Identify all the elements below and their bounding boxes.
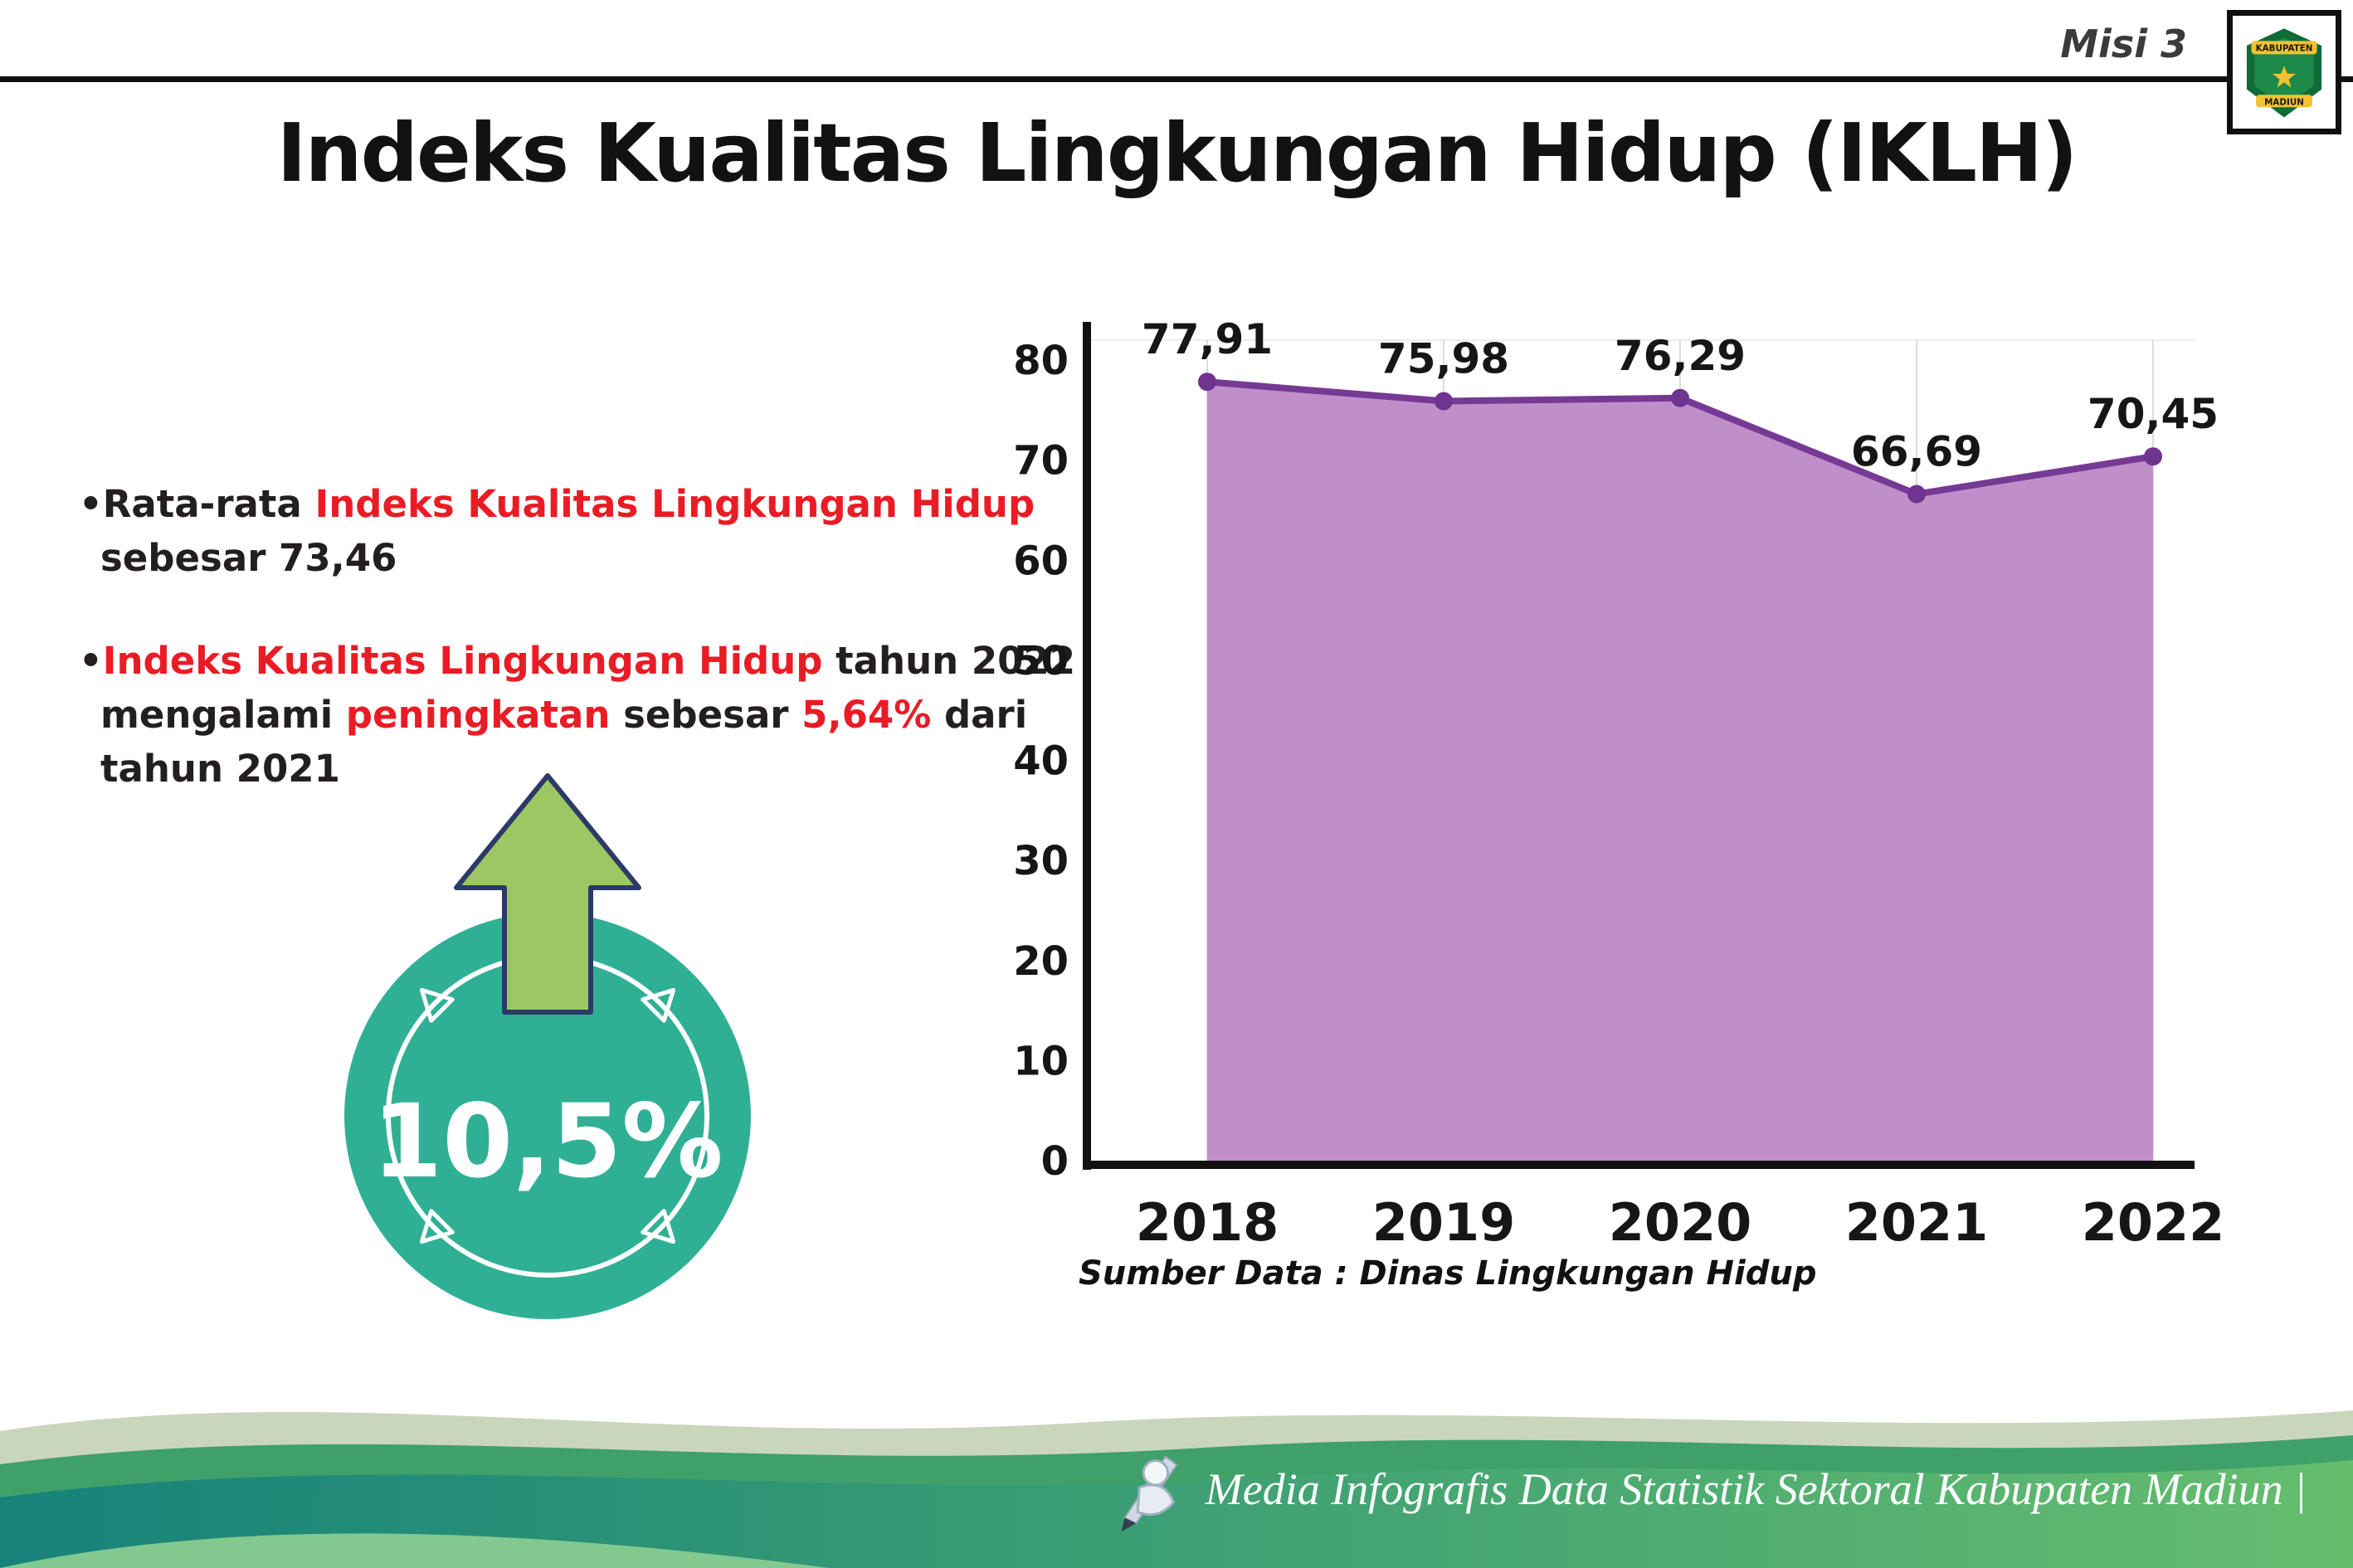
body-text: sebesar bbox=[610, 692, 802, 737]
up-arrow-icon bbox=[454, 773, 641, 1015]
iklh-area-chart: 77,91 75,98 76,29 66,69 70,45 0 10 20 30 40 50 60 70… bbox=[1013, 315, 2225, 1253]
bullet-list: •Rata-rata Indeks Kualitas Lingkungan Hi… bbox=[79, 477, 1099, 796]
footer-credit: Media Infografis Data Statistik Sektoral… bbox=[1106, 1439, 2307, 1539]
x-tick-label: 2022 bbox=[2082, 1192, 2225, 1253]
y-axis bbox=[1083, 322, 1091, 1170]
value-label: 77,91 bbox=[1142, 315, 1273, 363]
ring-triangle-ne bbox=[641, 987, 676, 1023]
mascot-body bbox=[1136, 1483, 1175, 1516]
footer-waves-graphic bbox=[0, 1410, 2353, 1568]
y-tick-label: 10 bbox=[1013, 1038, 1069, 1084]
y-tick-label: 60 bbox=[1013, 538, 1069, 584]
body-text: tahun 2022 mengalami bbox=[100, 638, 1076, 737]
highlight-text: Indeks Kualitas Lingkungan Hidup bbox=[102, 638, 823, 683]
misi-label: Misi 3 bbox=[2060, 22, 2187, 66]
writer-mascot-icon bbox=[1121, 1455, 1178, 1532]
footer-credit-text: Media Infografis Data Statistik Sektoral… bbox=[1205, 1464, 2307, 1514]
highlight-text: peningkatan bbox=[345, 692, 611, 737]
y-tick-label: 30 bbox=[1013, 838, 1069, 884]
ring-triangle-nw bbox=[419, 987, 455, 1023]
y-tick-label: 50 bbox=[1013, 638, 1069, 684]
increase-badge: 10,5% bbox=[324, 763, 772, 1327]
highlight-text: Indeks Kualitas Lingkungan Hidup bbox=[314, 482, 1035, 526]
footer-waves bbox=[0, 1352, 2353, 1568]
value-label: 76,29 bbox=[1615, 332, 1746, 380]
logo-text-madiun: MADIUN bbox=[2264, 97, 2304, 107]
value-label: 75,98 bbox=[1378, 334, 1509, 382]
wave-teal bbox=[0, 1460, 2353, 1568]
data-point bbox=[1671, 388, 1689, 407]
source-note: Sumber Data : Dinas Lingkungan Hidup bbox=[1079, 1254, 1817, 1293]
badge-value: 10,5% bbox=[372, 1083, 723, 1200]
y-tick-label: 70 bbox=[1013, 438, 1069, 485]
x-tick-label: 2019 bbox=[1372, 1192, 1516, 1253]
wave-light-arc bbox=[0, 1533, 830, 1568]
kabupaten-madiun-logo: KABUPATEN MADIUN bbox=[2227, 10, 2341, 134]
top-rule bbox=[0, 76, 2353, 82]
mascot-head bbox=[1142, 1459, 1169, 1487]
ring-triangle-sw bbox=[419, 1209, 455, 1244]
value-label: 66,69 bbox=[1851, 428, 1982, 476]
data-point bbox=[1435, 392, 1453, 411]
x-tick-label: 2020 bbox=[1609, 1192, 1752, 1253]
logo-star bbox=[2272, 66, 2297, 88]
body-text: dari tahun 2021 bbox=[100, 692, 1028, 791]
data-point bbox=[1907, 485, 1926, 504]
logo-banner-top bbox=[2251, 41, 2317, 55]
logo-crest: KABUPATEN MADIUN bbox=[2233, 17, 2336, 127]
y-tick-label: 0 bbox=[1041, 1138, 1069, 1185]
body-text: Rata-rata bbox=[102, 482, 315, 526]
bullet-marker: • bbox=[79, 638, 103, 683]
logo-text-kabupaten: KABUPATEN bbox=[2256, 44, 2313, 54]
ring-triangle-se bbox=[641, 1209, 676, 1244]
highlight-text: 5,64% bbox=[801, 692, 932, 737]
x-axis bbox=[1083, 1161, 2195, 1169]
y-tick-label: 20 bbox=[1013, 938, 1069, 985]
area-fill bbox=[1207, 382, 2153, 1161]
pencil-tip bbox=[1121, 1517, 1136, 1532]
x-tick-label: 2021 bbox=[1845, 1192, 1989, 1253]
x-tick-label: 2018 bbox=[1136, 1192, 1279, 1253]
bullet-item: •Indeks Kualitas Lingkungan Hidup tahun … bbox=[79, 634, 1099, 796]
bullet-marker: • bbox=[79, 482, 103, 526]
iklh-chart: 77,91 75,98 76,29 66,69 70,45 0 10 20 30 40 50 60 70… bbox=[996, 282, 2240, 1278]
y-tick-label: 40 bbox=[1013, 738, 1069, 785]
body-text: sebesar 73,46 bbox=[100, 536, 397, 581]
bullet-item: •Rata-rata Indeks Kualitas Lingkungan Hi… bbox=[79, 477, 1099, 586]
data-point bbox=[1198, 373, 1216, 392]
y-tick-label: 80 bbox=[1013, 338, 1069, 384]
badge-circle bbox=[344, 913, 751, 1319]
increase-badge-graphic: 10,5% bbox=[344, 773, 751, 1319]
logo-banner-bottom bbox=[2256, 95, 2312, 108]
page-title: Indeks Kualitas Lingkungan Hidup (IKLH) bbox=[276, 106, 2078, 200]
value-label: 70,45 bbox=[2087, 390, 2219, 438]
data-point bbox=[2144, 447, 2162, 466]
